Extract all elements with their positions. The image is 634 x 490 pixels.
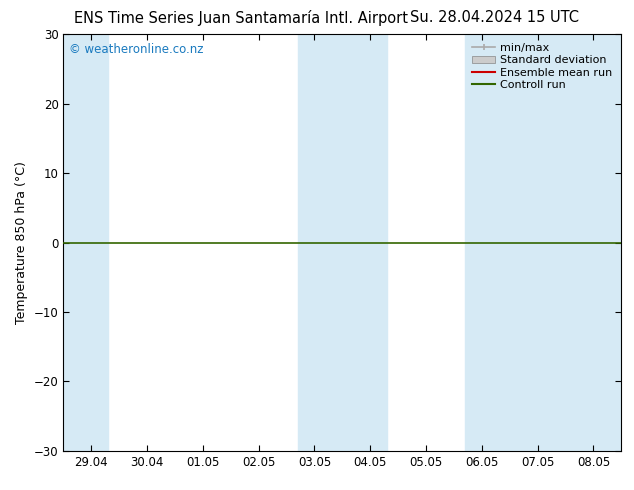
Text: © weatheronline.co.nz: © weatheronline.co.nz (69, 43, 204, 56)
Bar (465, 34, 621, 451)
Bar (298, 34, 387, 451)
Legend: min/max, Standard deviation, Ensemble mean run, Controll run: min/max, Standard deviation, Ensemble me… (469, 40, 616, 93)
Y-axis label: Temperature 850 hPa (°C): Temperature 850 hPa (°C) (15, 161, 29, 324)
Bar (63, 34, 108, 451)
Text: ENS Time Series Juan Santamaría Intl. Airport: ENS Time Series Juan Santamaría Intl. Ai… (74, 10, 408, 26)
Text: Su. 28.04.2024 15 UTC: Su. 28.04.2024 15 UTC (410, 10, 579, 25)
